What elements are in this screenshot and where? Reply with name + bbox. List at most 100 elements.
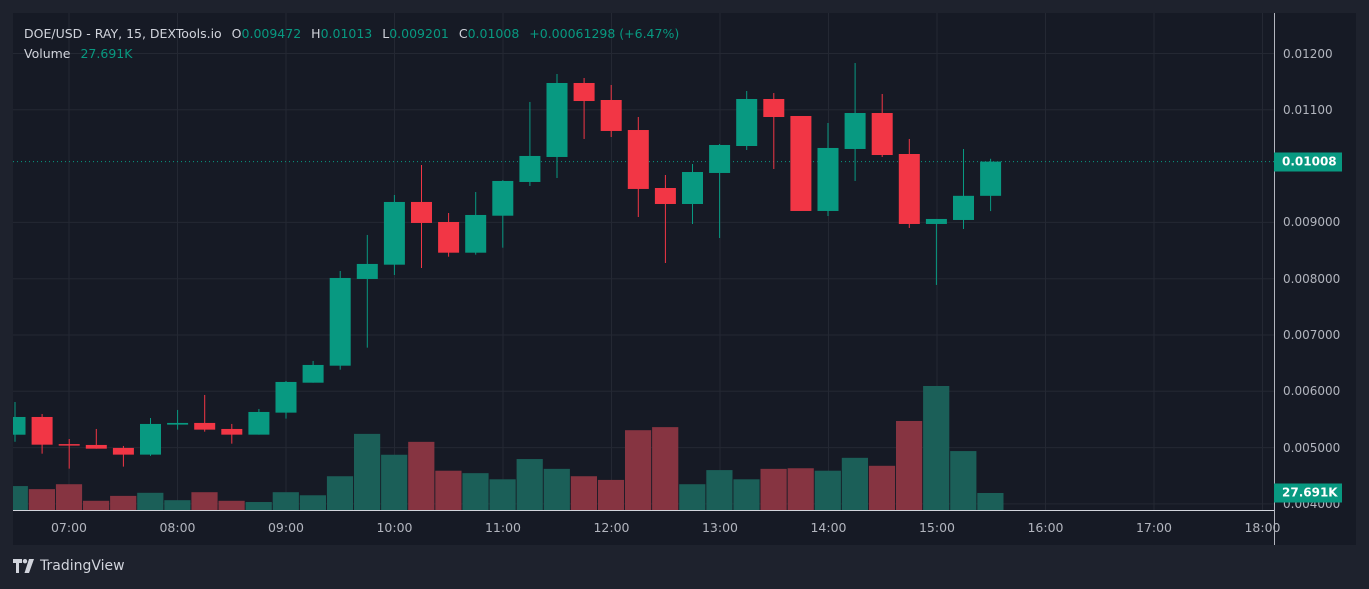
volume-bar: [28, 489, 55, 510]
volume-bar: [218, 500, 245, 510]
candle-body-down: [600, 100, 622, 131]
volume-bar: [950, 451, 977, 510]
time-tick-label: 15:00: [918, 520, 956, 535]
volume-bar: [435, 470, 462, 510]
volume-bar: [543, 468, 570, 510]
volume-bar: [679, 484, 706, 510]
time-tick-label: 10:00: [376, 520, 413, 535]
candle-body-up: [817, 147, 839, 211]
candle-body-down: [31, 416, 53, 445]
volume-bar: [516, 459, 543, 510]
time-tick-label: 11:00: [484, 520, 522, 535]
time-tick-label: 17:00: [1135, 520, 1173, 535]
chart-legend: DOE/USD - RAY, 15, DEXTools.io O0.009472…: [24, 24, 679, 64]
price-tick-label: 0.01100: [1283, 102, 1333, 117]
candle-body-down: [871, 113, 893, 156]
change-value: +0.00061298 (+6.47%): [529, 26, 680, 41]
price-axis[interactable]: [1274, 13, 1356, 545]
candle-body-down: [654, 188, 676, 204]
candle-body-down: [763, 98, 785, 118]
time-tick-label: 14:00: [810, 520, 847, 535]
last-price-tag: 0.01008: [1274, 152, 1342, 172]
candlestick-chart: [13, 13, 1274, 510]
candle-body-up: [519, 155, 541, 182]
candle-body-up: [140, 423, 161, 455]
candle-body-down: [627, 130, 649, 189]
tradingview-brand: TradingView: [40, 558, 125, 574]
volume-bar: [272, 492, 299, 510]
plot-area[interactable]: [13, 13, 1274, 510]
candle-body-up: [736, 98, 758, 147]
candle-body-down: [438, 222, 460, 253]
candle-body-up: [13, 416, 26, 435]
volume-bar: [814, 470, 841, 510]
volume-bar: [706, 470, 733, 510]
price-tick-label: 0.006000: [1283, 384, 1341, 399]
price-tick-label: 0.01200: [1283, 46, 1333, 61]
low-label: L: [382, 26, 390, 41]
symbol-title[interactable]: DOE/USD - RAY, 15, DEXTools.io: [24, 26, 222, 41]
candle-body-up: [167, 422, 189, 425]
volume-bar: [923, 385, 950, 510]
volume-bar: [245, 502, 272, 510]
open-value: 0.009472: [241, 26, 302, 41]
candle-body-up: [709, 144, 731, 173]
tradingview-logo-icon: [13, 559, 34, 573]
candle-body-down: [221, 428, 243, 435]
volume-bar: [896, 420, 923, 510]
volume-bar: [408, 441, 435, 510]
low-value: 0.009201: [389, 26, 449, 41]
candle-body-up: [682, 172, 703, 204]
candle-body-down: [112, 447, 134, 455]
volume-tag: 27.691K: [1274, 483, 1342, 503]
candle-body-up: [275, 381, 297, 413]
volume-bar: [164, 500, 191, 510]
volume-bar: [381, 454, 408, 510]
price-tick-label: 0.005000: [1283, 440, 1341, 455]
close-value: 0.01008: [467, 26, 520, 41]
close-label: C: [458, 26, 468, 41]
candle-body-up: [465, 214, 487, 253]
volume-bar: [137, 492, 164, 510]
candle-body-up: [844, 113, 866, 149]
volume-bar: [326, 476, 354, 510]
open-label: O: [231, 26, 242, 41]
volume-bar: [977, 493, 1004, 510]
candle-body-up: [356, 263, 378, 279]
volume-bar: [299, 495, 326, 510]
time-tick-label: 18:00: [1244, 520, 1281, 535]
candle-body-up: [953, 195, 974, 220]
volume-bar: [354, 433, 381, 510]
volume-bar: [841, 457, 868, 510]
volume-value: 27.691K: [80, 46, 133, 61]
time-tick-label: 09:00: [267, 520, 305, 535]
candle-body-up: [329, 277, 351, 366]
price-tick-label: 0.007000: [1283, 328, 1341, 342]
high-value: 0.01013: [320, 26, 373, 41]
candle-body-down: [85, 444, 107, 449]
volume-bar: [13, 486, 28, 510]
time-tick-label: 13:00: [701, 520, 739, 535]
volume-bar: [489, 479, 516, 510]
candle-body-down: [898, 153, 920, 224]
volume-bar: [625, 430, 652, 510]
volume-bar: [597, 479, 625, 510]
tradingview-logo[interactable]: TradingView: [13, 558, 125, 574]
time-axis[interactable]: [13, 510, 1274, 545]
candle-body-down: [790, 115, 812, 211]
volume-bar: [83, 500, 110, 510]
time-tick-label: 12:00: [593, 520, 630, 535]
volume-bar: [110, 495, 137, 510]
volume-bar: [868, 465, 896, 510]
candle-body-down: [411, 201, 432, 223]
high-label: H: [311, 26, 321, 41]
candle-body-up: [302, 364, 324, 383]
candle-body-down: [58, 444, 80, 446]
volume-label[interactable]: Volume: [24, 46, 71, 61]
candle-body-up: [492, 180, 514, 216]
time-tick-label: 07:00: [50, 520, 88, 535]
volume-bar: [191, 492, 218, 510]
price-tick-label: 0.009000: [1283, 215, 1341, 230]
candle-body-up: [980, 161, 1002, 196]
volume-bar: [55, 484, 83, 510]
